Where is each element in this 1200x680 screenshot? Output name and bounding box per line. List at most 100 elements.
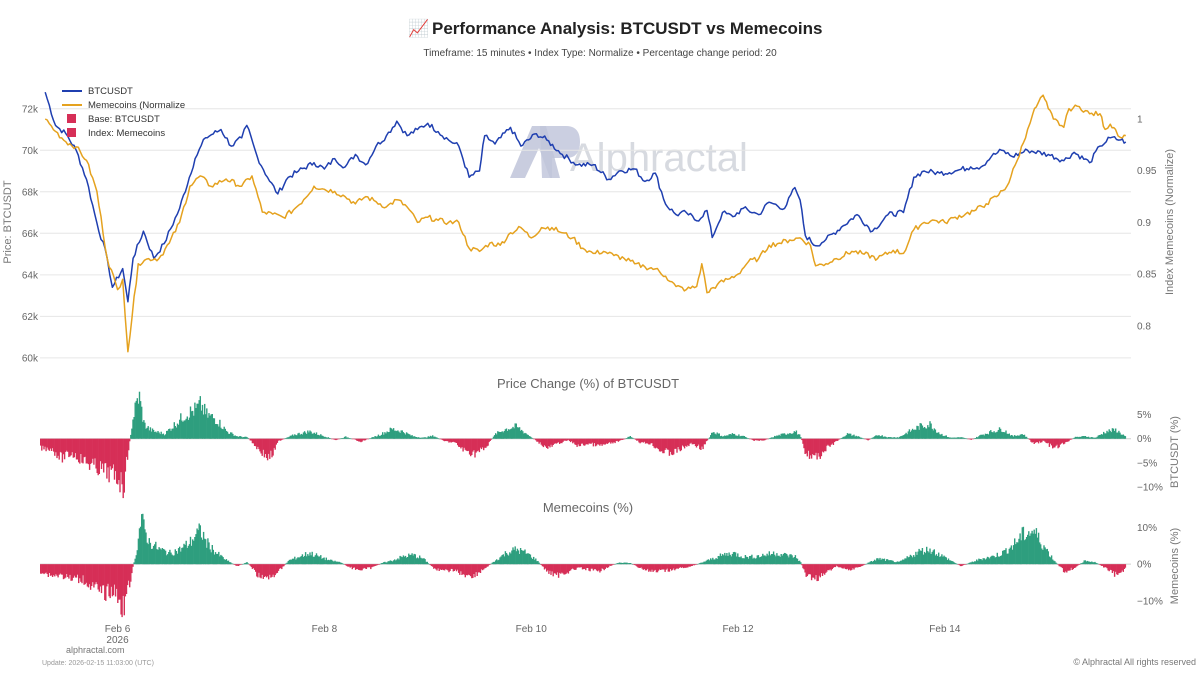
meme-change-bar <box>465 564 467 576</box>
legend-item-btcusdt[interactable]: BTCUSDT <box>62 86 133 97</box>
meme-change-bar <box>268 564 270 580</box>
meme-change-bar <box>104 564 106 600</box>
meme-change-bar <box>1104 564 1106 568</box>
meme-change-bar <box>304 552 307 565</box>
legend[interactable]: BTCUSDT Memecoins (Normalize Base: BTCUS… <box>62 86 185 139</box>
meme-change-bar <box>765 556 767 565</box>
btc-change-bar <box>46 438 48 448</box>
btc-change-bar <box>1050 438 1053 446</box>
btc-change-bar <box>1035 438 1038 443</box>
btc-change-bar <box>619 438 622 441</box>
meme-change-bar <box>565 564 567 574</box>
btc-change-bar <box>516 427 519 439</box>
btc-change-bar <box>1122 434 1124 439</box>
legend-item-memecoins[interactable]: Memecoins (Normalize <box>62 100 185 111</box>
btc-change-bar <box>1118 430 1120 439</box>
btc-change-bar <box>625 438 627 439</box>
btc-change-bar <box>1074 436 1077 439</box>
legend-item-index[interactable]: Index: Memecoins <box>67 128 165 139</box>
btc-change-bar <box>357 438 359 441</box>
meme-change-bar <box>718 556 720 565</box>
meme-change-bar <box>263 564 266 577</box>
btc-change-bar <box>138 391 141 439</box>
btc-change-bar <box>455 438 458 443</box>
btc-change-bar <box>441 438 444 440</box>
meme-change-bar <box>527 553 529 565</box>
meme-change-bar <box>894 562 896 565</box>
meme-change-bar <box>350 564 352 567</box>
meme-change-bar <box>960 564 963 567</box>
meme-change-bar <box>428 564 431 565</box>
meme-change-bar <box>351 564 353 570</box>
btc-change-bar <box>249 438 251 441</box>
meme-change-bar <box>132 564 134 567</box>
btc-change-bar <box>1072 438 1074 439</box>
legend-item-base[interactable]: Base: BTCUSDT <box>67 114 160 125</box>
meme-change-bar <box>358 564 360 570</box>
btc-change-bar <box>660 438 662 452</box>
btc-change-bar <box>313 432 315 439</box>
btc-change-bar <box>438 438 440 440</box>
meme-change-bar <box>458 564 460 573</box>
meme-change-bar <box>801 564 803 566</box>
meme-change-bar <box>1060 564 1063 568</box>
btc-change-bar <box>806 438 808 457</box>
btc-change-bar <box>808 438 811 459</box>
meme-change-bar <box>941 554 943 565</box>
btc-change-bar <box>174 426 176 439</box>
meme-change-bar <box>107 564 109 584</box>
btc-change-bar <box>837 438 839 441</box>
meme-change-bar <box>357 564 359 570</box>
meme-change-bar <box>615 563 617 565</box>
meme-change-bar <box>475 564 477 573</box>
btc-change-bar <box>457 438 459 446</box>
btc-change-bar <box>933 428 935 439</box>
btc-change-bar <box>879 436 881 439</box>
meme-change-bar <box>256 564 258 577</box>
btc-change-bar <box>994 432 996 439</box>
btc-change-bar <box>45 438 47 452</box>
btc-change-bar <box>328 438 331 439</box>
btc-change-bar <box>749 438 751 440</box>
btc-change-bar <box>303 431 306 439</box>
btc-change-bar <box>145 428 147 439</box>
meme-change-bar <box>1074 564 1077 568</box>
meme-change-bar <box>812 564 814 578</box>
meme-change-bar <box>680 564 682 568</box>
btc-change-bar <box>706 438 709 441</box>
btc-change-bar <box>158 432 160 439</box>
btc-change-bar <box>825 438 827 452</box>
meme-change-bar <box>560 564 562 574</box>
meme-change-bar <box>944 556 946 565</box>
meme-change-bar <box>286 562 288 565</box>
btc-change-bar <box>151 428 154 439</box>
meme-change-bar <box>729 554 731 565</box>
meme-change-bar <box>409 555 411 565</box>
btc-change-bar <box>211 414 213 439</box>
meme-change-bar <box>125 564 128 594</box>
btc-change-bar <box>886 437 889 439</box>
btc-change-bar <box>982 434 984 439</box>
footer-source[interactable]: alphractal.com <box>66 645 125 655</box>
btc-change-bar <box>1105 433 1107 439</box>
btc-change-bar <box>547 438 549 449</box>
right-tick-label: 0.9 <box>1137 218 1151 229</box>
btc-change-bar <box>561 438 563 444</box>
btc-change-bar <box>372 437 374 439</box>
btc-change-bar <box>336 438 338 440</box>
btc-change-bar <box>985 434 988 439</box>
btc-change-bar <box>1039 438 1041 442</box>
meme-change-bar <box>209 549 211 565</box>
meme-change-bar <box>535 558 537 565</box>
btc-change-bar <box>132 419 134 439</box>
btc-change-bar <box>404 434 407 439</box>
meme-change-bar <box>192 539 194 565</box>
btc-change-bar <box>777 435 779 439</box>
btc-change-bar <box>723 436 725 439</box>
meme-change-bar <box>831 564 833 570</box>
btc-change-bar <box>694 438 697 446</box>
meme-change-bar <box>151 548 154 565</box>
btc-change-bar <box>909 431 912 439</box>
meme-change-bar <box>204 538 206 565</box>
btc-change-bar <box>1037 438 1040 444</box>
